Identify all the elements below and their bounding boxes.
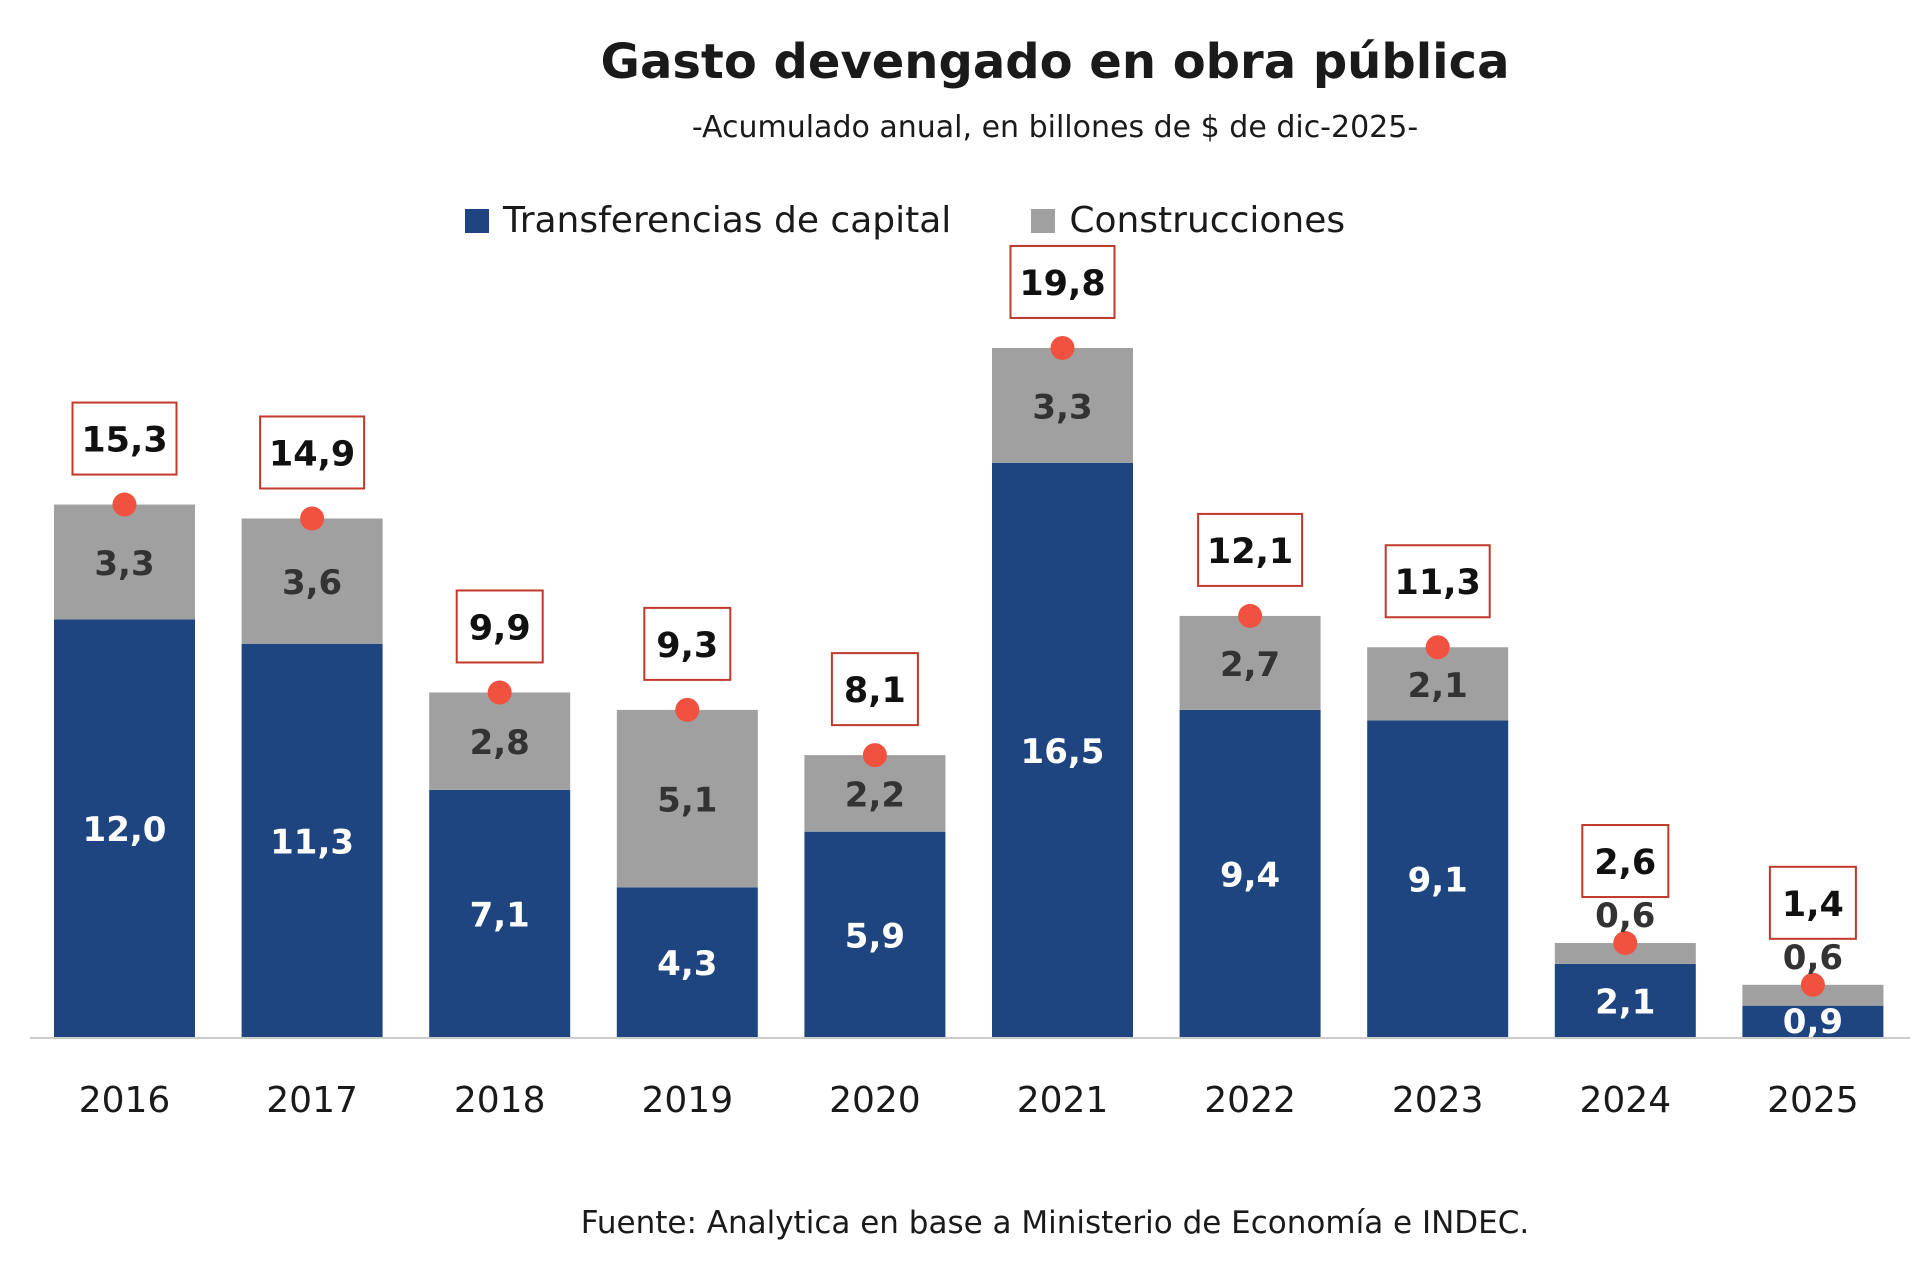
data-label: 0,6 [1783, 938, 1843, 978]
x-tick-label: 2017 [266, 1080, 358, 1121]
x-tick-label: 2024 [1579, 1080, 1671, 1121]
data-label: 4,3 [657, 944, 717, 984]
legend-label: Transferencias de capital [503, 200, 952, 241]
total-marker-2025 [1800, 972, 1825, 997]
data-label: 12,0 [83, 810, 167, 850]
data-label: 16,5 [1021, 732, 1105, 772]
x-tick-label: 2018 [454, 1080, 546, 1121]
total-label-box-2019 [643, 606, 732, 681]
total-marker-2016 [112, 492, 137, 517]
total-label: 1,4 [1782, 885, 1844, 925]
bar-construcciones-2022 [1179, 615, 1321, 710]
total-label-box-2016 [71, 401, 178, 476]
total-label: 9,9 [469, 608, 531, 648]
total-marker-2021 [1050, 335, 1075, 360]
chart-subtitle: -Acumulado anual, en billones de $ de di… [691, 110, 1419, 145]
bar-construcciones-2018 [429, 692, 571, 790]
total-marker-2024 [1613, 931, 1638, 956]
data-label: 3,6 [282, 563, 342, 603]
total-label: 14,9 [269, 434, 355, 474]
total-label-box-2025 [1768, 865, 1857, 940]
data-label: 9,4 [1220, 855, 1280, 895]
total-label: 19,8 [1019, 264, 1105, 304]
data-label: 3,3 [94, 544, 154, 584]
data-label: 0,6 [1595, 896, 1655, 936]
x-tick-label: 2021 [1017, 1080, 1109, 1121]
bar-construcciones-2020 [804, 755, 946, 832]
x-tick-label: 2023 [1392, 1080, 1484, 1121]
total-label: 8,1 [844, 671, 906, 711]
data-label: 11,3 [270, 822, 354, 862]
bar-construcciones-2023 [1367, 647, 1509, 721]
x-tick-label: 2019 [641, 1080, 733, 1121]
data-label: 0,9 [1783, 1002, 1843, 1042]
data-label: 2,7 [1220, 645, 1280, 685]
bar-transferencias-2019 [616, 887, 758, 1037]
legend-item-construcciones: Construcciones [1031, 200, 1345, 241]
data-label: 5,1 [657, 781, 717, 821]
total-marker-2023 [1425, 635, 1450, 660]
x-tick-label: 2025 [1767, 1080, 1859, 1121]
bar-construcciones-2016 [54, 504, 195, 620]
total-marker-2019 [675, 697, 700, 722]
legend-swatch-transferencias [465, 208, 489, 233]
total-label-box-2022 [1197, 512, 1304, 587]
total-label-box-2024 [1581, 824, 1670, 899]
data-label: 2,1 [1408, 666, 1468, 706]
total-label-box-2023 [1384, 544, 1491, 619]
total-label: 12,1 [1207, 532, 1293, 572]
data-label: 5,9 [845, 916, 905, 956]
data-label: 7,1 [470, 895, 530, 935]
x-tick-label: 2016 [79, 1080, 171, 1121]
total-label-box-2017 [259, 415, 366, 490]
data-label: 2,2 [845, 775, 905, 815]
data-label: 9,1 [1408, 861, 1468, 901]
total-label-box-2020 [830, 652, 919, 727]
total-label: 2,6 [1594, 843, 1656, 883]
source-note: Fuente: Analytica en base a Ministerio d… [580, 1205, 1530, 1241]
bar-transferencias-2016 [54, 619, 195, 1037]
bar-construcciones-2019 [616, 709, 758, 888]
legend: Transferencias de capital Construcciones [465, 200, 1345, 241]
total-marker-2017 [300, 506, 325, 531]
data-label: 2,1 [1595, 982, 1655, 1022]
bar-transferencias-2021 [992, 462, 1133, 1037]
bar-transferencias-2018 [429, 789, 571, 1037]
total-label: 9,3 [656, 626, 718, 666]
total-label-box-2021 [1009, 244, 1116, 319]
total-marker-2022 [1238, 603, 1263, 628]
total-label: 15,3 [81, 421, 167, 461]
bar-transferencias-2020 [804, 831, 946, 1037]
legend-swatch-construcciones [1031, 208, 1056, 233]
bar-transferencias-2017 [241, 643, 383, 1037]
total-label-box-2018 [455, 589, 544, 664]
bar-transferencias-2025 [1742, 1005, 1884, 1037]
bar-transferencias-2022 [1179, 709, 1321, 1037]
x-tick-label: 2020 [829, 1080, 921, 1121]
x-tick-label: 2022 [1204, 1080, 1296, 1121]
data-label: 2,8 [470, 723, 530, 763]
total-label: 11,3 [1395, 563, 1481, 603]
total-marker-2020 [862, 743, 887, 768]
bar-transferencias-2024 [1554, 963, 1696, 1037]
bar-transferencias-2023 [1367, 720, 1509, 1037]
bar-construcciones-2021 [992, 347, 1133, 463]
legend-label: Construcciones [1069, 200, 1346, 241]
bar-construcciones-2017 [241, 518, 383, 644]
chart-title: Gasto devengado en obra pública [600, 34, 1510, 90]
data-label: 3,3 [1032, 387, 1092, 427]
legend-item-transferencias: Transferencias de capital [465, 200, 951, 241]
total-marker-2018 [487, 680, 512, 705]
